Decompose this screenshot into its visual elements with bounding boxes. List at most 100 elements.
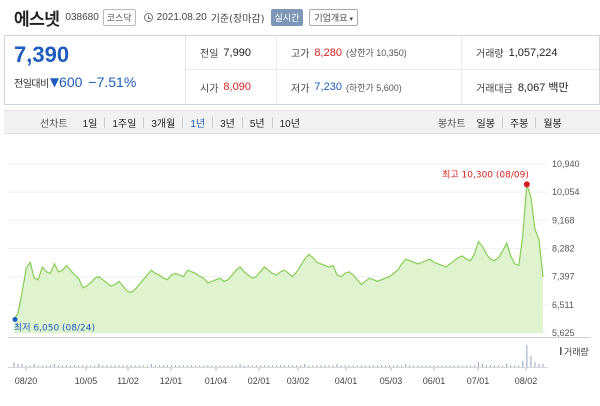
volume-bar	[506, 363, 508, 367]
x-tick-label: 04/01	[335, 376, 358, 386]
stat-label: 전일	[200, 49, 219, 60]
volume-bar	[231, 365, 233, 367]
volume-bar	[538, 363, 540, 367]
tab-1y[interactable]: 1년	[190, 118, 206, 130]
volume-bar	[154, 365, 156, 367]
volume-bar	[485, 365, 487, 367]
volume-bar	[33, 363, 35, 367]
volume-bar	[498, 365, 500, 367]
volume-bar	[53, 363, 55, 367]
volume-bar	[207, 365, 209, 367]
volume-bar	[118, 365, 120, 367]
volume-bar	[78, 365, 80, 367]
volume-bar	[17, 363, 19, 367]
volume-bar	[239, 363, 241, 367]
volume-bar	[393, 365, 395, 367]
volume-bar	[138, 365, 140, 367]
volume-bar	[405, 363, 407, 367]
volume-bar	[542, 363, 544, 367]
volume-bar	[380, 365, 382, 367]
volume-bar	[376, 365, 378, 367]
tab-divider	[271, 116, 273, 128]
volume-bar	[223, 365, 225, 367]
price-summary: 7,390 전일대비 ▼ 600 −7.51% 전일 7,990 고가 8,280(…	[4, 35, 600, 105]
volume-bar	[328, 365, 330, 367]
tab-weekly-candle[interactable]: 주봉	[509, 118, 529, 130]
volume-bar	[267, 365, 269, 367]
volume-bar	[203, 365, 205, 367]
volume-bar	[336, 363, 338, 367]
volume-bar	[195, 365, 197, 367]
volume-bar	[445, 365, 447, 367]
stat-label: 거래대금	[476, 83, 513, 95]
volume-bar	[102, 365, 104, 367]
volume-legend-icon	[560, 347, 562, 355]
stat-value: 1,057,224	[508, 46, 558, 59]
tab-1w[interactable]: 1주일	[112, 118, 137, 130]
volume-bar	[263, 365, 265, 367]
stat-open: 시가 8,090	[186, 70, 276, 104]
volume-bar	[227, 365, 229, 367]
x-tick-label: 08/20	[15, 376, 38, 386]
volume-bar	[364, 365, 366, 367]
realtime-button[interactable]: 실시간	[270, 8, 304, 26]
stat-value: 8,067 백만	[517, 82, 569, 94]
volume-bar	[368, 365, 370, 367]
candle-chart-label: 봉차트	[437, 118, 466, 130]
stock-code: 038680	[65, 11, 99, 23]
tab-10y[interactable]: 10년	[279, 118, 300, 130]
tab-1d[interactable]: 1일	[82, 118, 98, 130]
volume-bar	[74, 365, 76, 367]
volume-bar	[304, 363, 306, 367]
tab-3m[interactable]: 3개월	[151, 118, 176, 130]
stock-name: 에스넷	[14, 9, 60, 30]
tab-5y[interactable]: 5년	[249, 118, 265, 130]
volume-bar	[215, 365, 217, 367]
volume-bar	[469, 365, 471, 367]
volume-bar	[437, 365, 439, 367]
volume-bar	[255, 365, 257, 367]
volume-bar	[429, 365, 431, 367]
volume-bar	[280, 365, 282, 367]
volume-bar	[409, 365, 411, 367]
volume-bar	[142, 365, 144, 367]
volume-bar	[162, 365, 164, 367]
volume-bar	[360, 365, 362, 367]
company-overview-dropdown[interactable]: 기업개요 ▾	[309, 8, 358, 26]
stat-value: 7,230	[314, 81, 342, 93]
volume-bar	[247, 365, 249, 367]
tab-divider	[104, 116, 106, 128]
stat-lower-limit: (하한가 5,600)	[345, 82, 402, 93]
price-stats-grid: 전일 7,990 고가 8,280 (상한가 10,350) 거래량 1,057,224…	[186, 36, 599, 104]
volume-bar	[187, 365, 189, 367]
volume-bar	[312, 365, 314, 367]
volume-bar	[57, 365, 59, 367]
min-marker	[12, 316, 18, 322]
quote-date: 2021.08.20	[156, 11, 207, 23]
volume-bar	[126, 365, 128, 367]
tab-daily-candle[interactable]: 일봉	[476, 118, 495, 130]
volume-bar	[308, 365, 310, 367]
volume-bar	[90, 365, 92, 367]
volume-bar	[211, 365, 213, 367]
volume-bar	[457, 365, 459, 367]
stat-prev-close: 전일 7,990	[186, 36, 276, 70]
volume-bar	[275, 365, 277, 367]
volume-bar	[316, 365, 318, 367]
volume-bar	[146, 365, 148, 367]
volume-bar	[494, 365, 496, 367]
tab-monthly-candle[interactable]: 월봉	[543, 118, 562, 130]
y-tick-label: 10,054	[552, 187, 580, 197]
volume-bar	[417, 365, 419, 367]
volume-bar	[134, 365, 136, 367]
x-tick-label: 07/01	[467, 376, 490, 386]
volume-bar	[13, 362, 15, 367]
volume-bar	[150, 363, 152, 367]
tab-divider	[535, 116, 537, 128]
volume-bar	[296, 365, 298, 367]
tab-3y[interactable]: 3년	[220, 118, 235, 130]
y-tick-label: 9,168	[552, 215, 575, 225]
volume-bar	[356, 365, 358, 367]
volume-bar	[158, 365, 160, 367]
volume-bar	[49, 365, 51, 367]
